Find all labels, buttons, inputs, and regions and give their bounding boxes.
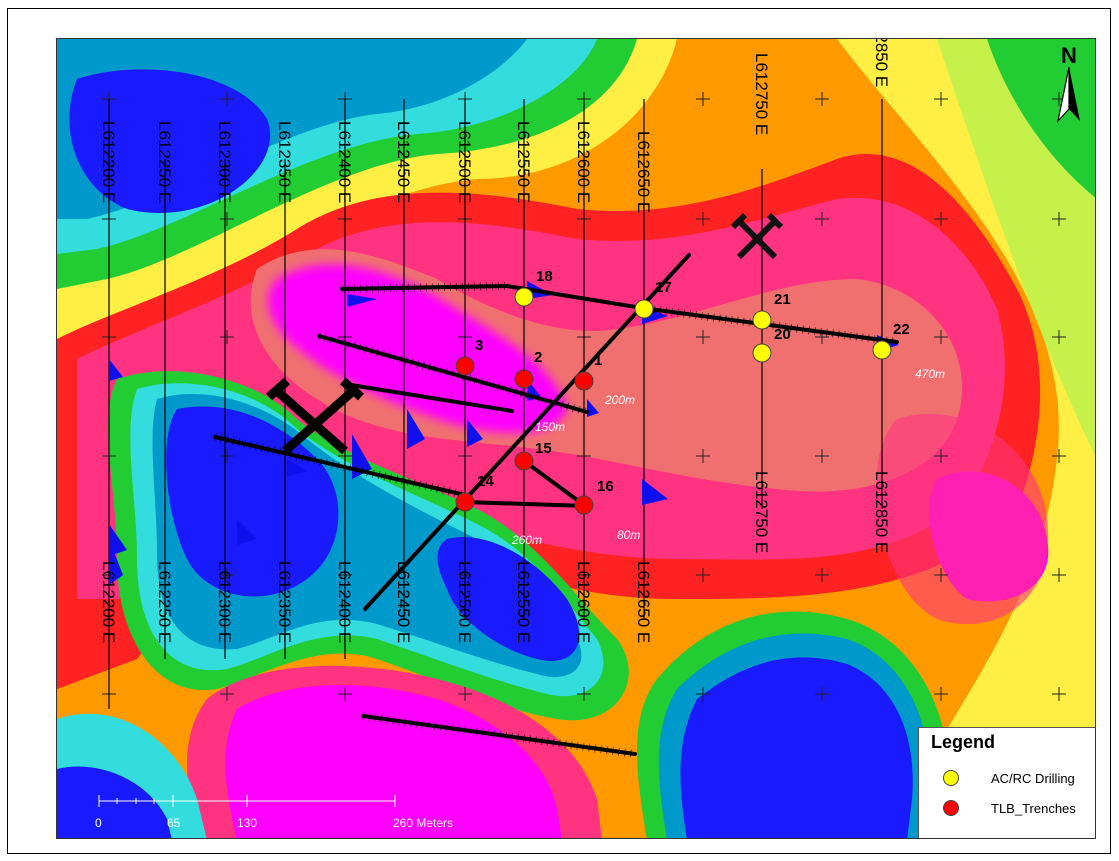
mine-symbol-icon	[730, 212, 784, 260]
grid-line-label: L612550 E	[514, 121, 533, 203]
grid-line-label-bottom: L612450 E	[394, 561, 413, 643]
trench-point-label: 2	[534, 349, 542, 366]
drill-point-label: 18	[536, 268, 553, 285]
drill-point[interactable]	[514, 287, 534, 307]
grid-line-label: L612250 E	[155, 121, 174, 203]
grid-line-label-bottom: L612550 E	[514, 561, 533, 643]
grid-line-label-bottom: L612200 E	[99, 561, 118, 643]
trench-point[interactable]	[514, 369, 534, 389]
distance-label: 80m	[617, 528, 640, 542]
mine-symbol-icon	[266, 377, 364, 455]
distance-labels: 200m 150m 470m 260m 80m	[511, 367, 945, 547]
drill-point[interactable]	[872, 340, 892, 360]
trench-point-label: 14	[477, 473, 494, 490]
trench-point[interactable]	[455, 356, 475, 376]
grid-line-label: L612750 E	[752, 53, 771, 135]
drill-point-label: 22	[893, 321, 910, 338]
grid-line-label: L612400 E	[335, 121, 354, 203]
scale-tick-label: 260 Meters	[393, 816, 453, 830]
grid-line-label-bottom: L612350 E	[275, 561, 294, 643]
distance-label: 200m	[604, 393, 635, 407]
drill-point[interactable]	[752, 343, 772, 363]
grid-line-label: L612850 E	[872, 39, 891, 87]
trench-point-label: 3	[475, 337, 483, 354]
grid-line-label-bottom: L612650 E	[634, 561, 653, 643]
grid-line-labels-top: L612200 E L612250 E L612300 E L612350 E L612…	[99, 39, 891, 213]
anomaly-profiles	[109, 281, 899, 585]
legend-swatch-drilling	[943, 770, 959, 786]
legend-label: AC/RC Drilling	[991, 770, 1075, 786]
drill-point-label: 21	[774, 291, 791, 308]
drill-point-label: 17	[655, 279, 672, 296]
legend-title: Legend	[931, 732, 996, 752]
map-canvas[interactable]: L612200 E L612250 E L612300 E L612350 E L612…	[56, 38, 1096, 839]
scale-tick-label: 65	[167, 816, 181, 830]
distance-label: 150m	[535, 420, 565, 434]
grid-line-labels-bottom: L612200 E L612250 E L612300 E L612350 E L612…	[99, 471, 891, 643]
drilling-points: 18 17 21 20 22	[514, 268, 910, 363]
north-arrow-icon: N	[1056, 43, 1080, 124]
grid-line-label-bottom: L612400 E	[335, 561, 354, 643]
scale-tick-label: 0	[95, 816, 102, 830]
grid-line-label: L612200 E	[99, 121, 118, 203]
grid-line-label-bottom: L612300 E	[215, 561, 234, 643]
legend-item-drilling: AC/RC Drilling	[943, 770, 1075, 786]
trench-point[interactable]	[574, 371, 594, 391]
legend-item-trenches: TLB_Trenches	[943, 800, 1076, 816]
distance-label: 260m	[511, 533, 542, 547]
drill-point[interactable]	[634, 299, 654, 319]
drill-point[interactable]	[752, 310, 772, 330]
north-label: N	[1061, 43, 1077, 68]
trench-point[interactable]	[574, 495, 594, 515]
contour-map: L612200 E L612250 E L612300 E L612350 E L612…	[57, 39, 1095, 838]
grid-line-label-bottom: L612250 E	[155, 561, 174, 643]
scale-bar: 0 65 130 260 Meters	[95, 795, 453, 830]
scale-tick-label: 130	[237, 816, 257, 830]
trench-point-label: 1	[594, 352, 602, 369]
grid-line-label: L612600 E	[574, 121, 593, 203]
trench-point-label: 15	[535, 440, 552, 457]
grid-crosses	[102, 92, 1066, 701]
drill-point-label: 20	[774, 326, 791, 343]
legend-label: TLB_Trenches	[991, 800, 1076, 816]
grid-line-label-bottom: L612500 E	[455, 561, 474, 643]
trench-point[interactable]	[455, 492, 475, 512]
grid-line-label: L612300 E	[215, 121, 234, 203]
grid-line-label: L612500 E	[455, 121, 474, 203]
grid-line-label: L612650 E	[634, 131, 653, 213]
trench-point[interactable]	[514, 451, 534, 471]
contour-field	[57, 39, 1095, 838]
grid-line-label-bottom: L612750 E	[752, 471, 771, 553]
distance-label: 470m	[915, 367, 945, 381]
trench-line-ticks	[214, 282, 898, 758]
grid-line-label-bottom: L612600 E	[574, 561, 593, 643]
trench-points: 3 2 1 15 14 16	[455, 337, 614, 515]
trench-point-label: 16	[597, 478, 614, 495]
grid-line-label: L612450 E	[394, 121, 413, 203]
grid-line-label-bottom: L612850 E	[872, 471, 891, 553]
legend: Legend AC/RC Drilling TLB_Trenches	[918, 727, 1095, 838]
legend-swatch-trenches	[943, 800, 959, 816]
map-frame: L612200 E L612250 E L612300 E L612350 E L612…	[7, 8, 1111, 854]
grid-line-label: L612350 E	[275, 121, 294, 203]
